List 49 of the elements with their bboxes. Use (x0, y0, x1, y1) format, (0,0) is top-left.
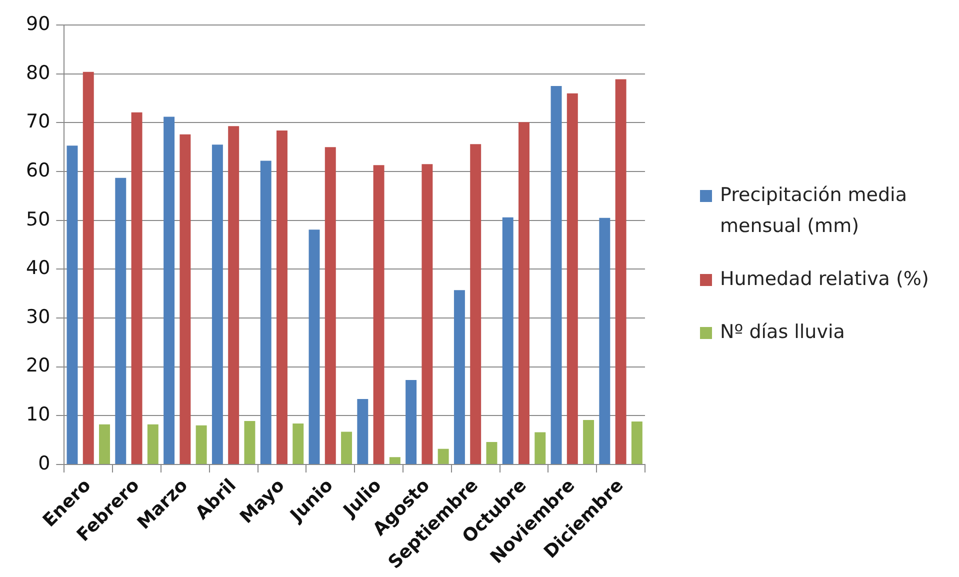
bar (260, 160, 272, 464)
legend-label: Nº días lluvia (720, 320, 845, 345)
bar (131, 112, 142, 464)
y-tick-label: 70 (26, 110, 50, 133)
bar (180, 134, 191, 464)
y-tick-label: 30 (26, 306, 50, 328)
bar (422, 164, 433, 464)
y-tick-label: 20 (26, 354, 50, 377)
bar (228, 126, 240, 464)
bar (324, 147, 336, 464)
bar (599, 218, 610, 464)
bar (389, 457, 400, 464)
bar (82, 72, 94, 464)
legend-label: Precipitación media mensual (mm) (720, 183, 908, 239)
bar (518, 122, 530, 464)
bar (212, 144, 223, 464)
y-tick-label: 40 (26, 257, 50, 280)
bar (357, 399, 368, 464)
bar (373, 165, 384, 464)
bar (486, 442, 498, 464)
bar (438, 448, 449, 464)
bar (147, 424, 158, 464)
bar (502, 217, 514, 464)
bar (308, 230, 320, 464)
bar (164, 116, 175, 464)
bar (583, 420, 594, 464)
y-tick-label: 50 (26, 208, 50, 230)
y-tick-label: 0 (38, 452, 50, 474)
bar (341, 432, 352, 464)
bar (550, 86, 562, 464)
bar (534, 432, 546, 464)
bar (454, 290, 465, 464)
bar (470, 144, 482, 464)
bar (631, 421, 642, 464)
y-tick-label: 80 (26, 62, 50, 84)
bar (276, 130, 288, 464)
bar (244, 420, 256, 464)
bar (115, 178, 126, 464)
bar (566, 93, 578, 464)
bar (292, 423, 304, 464)
bar (615, 79, 626, 464)
y-tick-label: 10 (26, 404, 50, 426)
y-tick-label: 60 (26, 159, 50, 182)
bar (99, 424, 110, 464)
y-tick-label: 90 (26, 12, 50, 35)
legend-label: Humedad relativa (%) (720, 267, 929, 292)
bar (196, 425, 207, 464)
bar (406, 380, 417, 464)
bar (66, 146, 78, 464)
